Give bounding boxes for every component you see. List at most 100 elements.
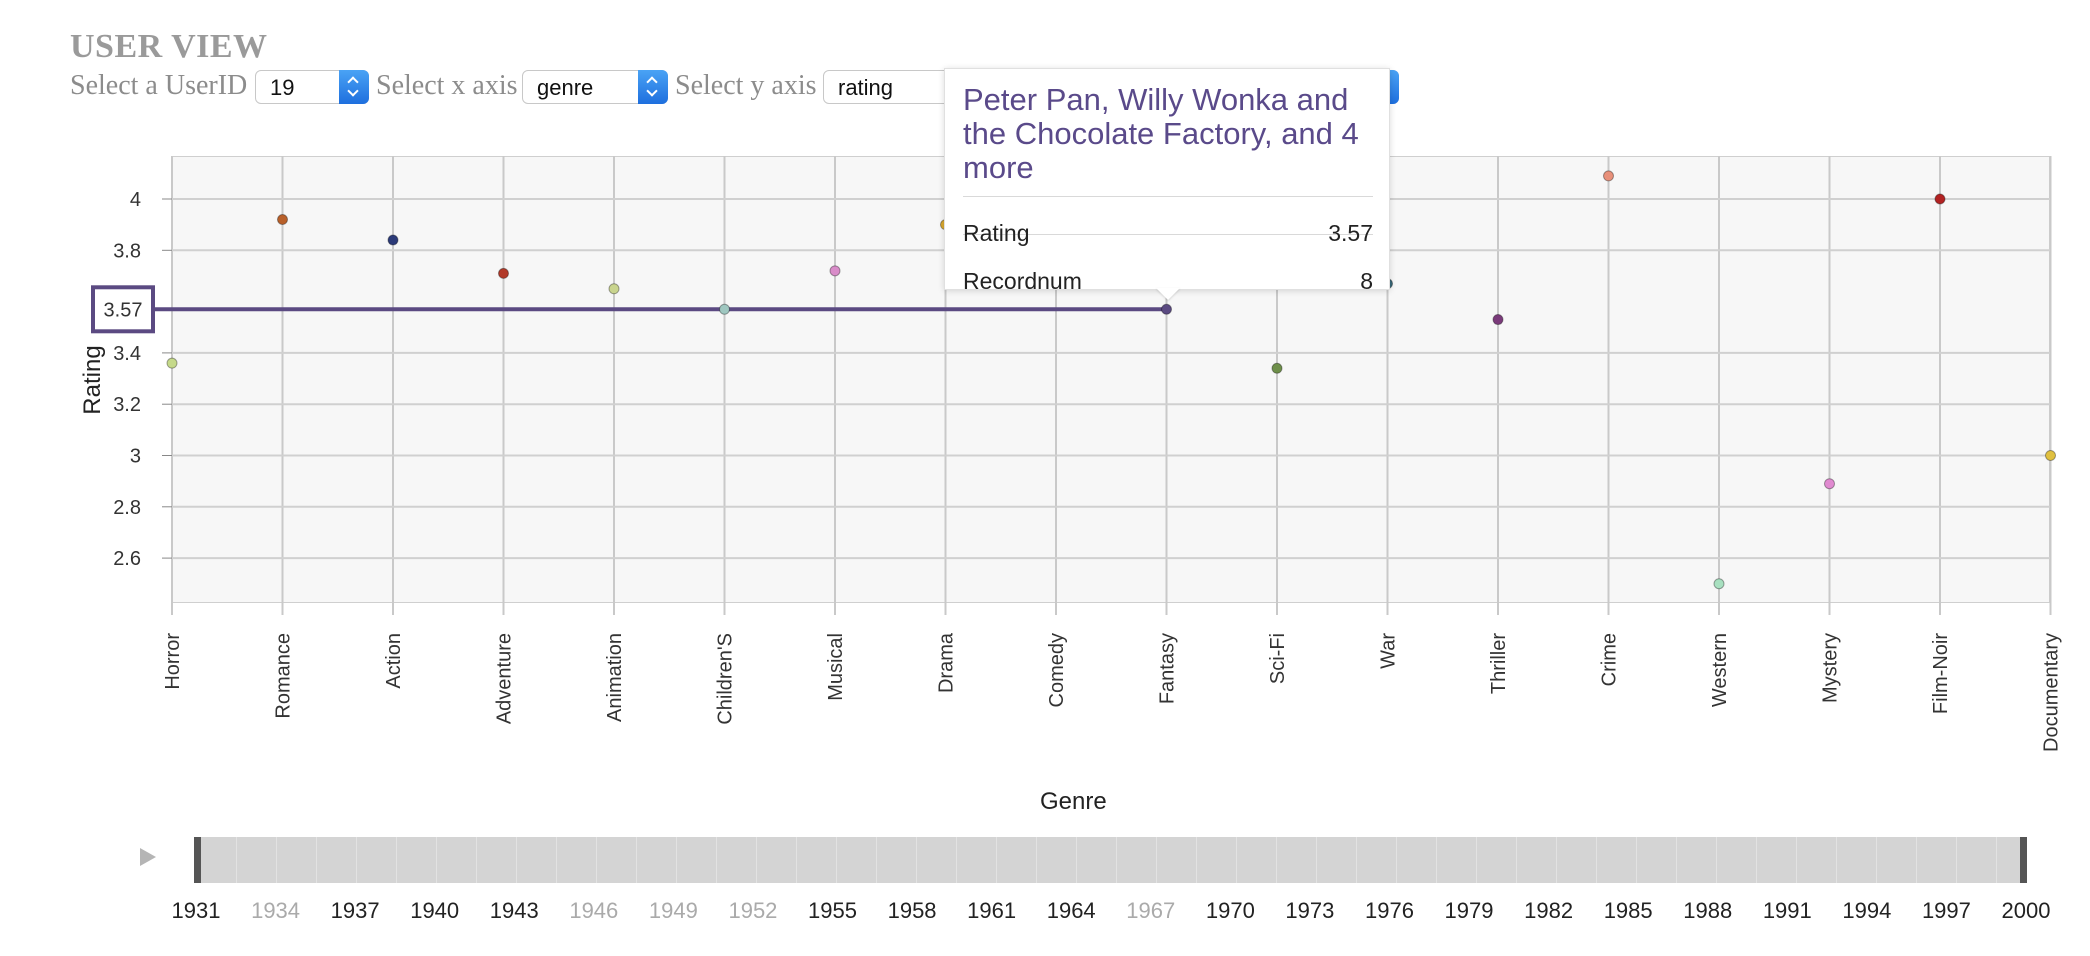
timeline-tick xyxy=(1036,837,1037,883)
range-end-handle[interactable] xyxy=(2020,837,2027,883)
y-tick-label: 2.8 xyxy=(113,497,141,519)
timeline-tick xyxy=(1956,837,1957,883)
tooltip-key: Recordnum xyxy=(963,268,1082,294)
timeline-tick xyxy=(1516,837,1517,883)
year-label: 1943 xyxy=(489,898,539,923)
timeline-tick xyxy=(956,837,957,883)
tooltip-title: Peter Pan, Willy Wonka and the Chocolate… xyxy=(963,82,1359,185)
timeline-tick xyxy=(1116,837,1117,883)
data-point[interactable] xyxy=(829,265,841,277)
timeline-tick xyxy=(1796,837,1797,883)
timeline-tick xyxy=(1316,837,1317,883)
year-label: 1949 xyxy=(648,898,698,923)
timeline-tick xyxy=(1076,837,1077,883)
data-point[interactable] xyxy=(1161,303,1172,315)
x-tick-label: Crime xyxy=(1599,633,1621,686)
data-point[interactable] xyxy=(1824,478,1835,490)
year-label: 1994 xyxy=(1842,898,1892,923)
data-point[interactable] xyxy=(1603,170,1614,182)
timeline-tick xyxy=(1996,837,1997,883)
x-tick-label: War xyxy=(1378,633,1400,669)
y-tick-label: 3.2 xyxy=(113,394,141,416)
year-label: 1952 xyxy=(728,898,778,923)
highlight-value-label: 3.57 xyxy=(104,299,143,321)
timeline-tick xyxy=(1756,837,1757,883)
y-tick-label: 4 xyxy=(130,189,141,211)
timeline-tick xyxy=(356,837,357,883)
data-point[interactable] xyxy=(1492,314,1504,326)
timeline-tick xyxy=(836,837,837,883)
timeline-tick xyxy=(1716,837,1717,883)
y-tick-label: 3.4 xyxy=(113,343,141,365)
x-tick-label: Romance xyxy=(273,633,295,719)
timeline-tick xyxy=(596,837,597,883)
year-label: 1967 xyxy=(1126,898,1176,923)
tooltip-arrow xyxy=(1156,288,1180,300)
timeline-tick xyxy=(476,837,477,883)
select-chevron-icon[interactable] xyxy=(339,70,369,104)
year-label: 1934 xyxy=(251,898,301,923)
y-axis-value: rating xyxy=(838,75,894,100)
timeline-tick xyxy=(1836,837,1837,883)
timeline-tick xyxy=(1236,837,1237,883)
year-label: 1985 xyxy=(1603,898,1653,923)
range-start-handle[interactable] xyxy=(194,837,201,883)
data-point[interactable] xyxy=(277,214,288,226)
play-icon[interactable] xyxy=(140,848,156,866)
year-label: 1991 xyxy=(1762,898,1812,923)
data-point[interactable] xyxy=(498,267,509,279)
year-label: 1982 xyxy=(1524,898,1574,923)
timeline-tick xyxy=(396,837,397,883)
year-label: 1940 xyxy=(410,898,460,923)
timeline-tick xyxy=(316,837,317,883)
year-label: 1955 xyxy=(808,898,857,923)
year-label: 1931 xyxy=(171,898,221,923)
x-tick-label: Comedy xyxy=(1046,633,1068,707)
year-range-slider[interactable] xyxy=(196,837,2026,883)
data-point[interactable] xyxy=(1271,362,1283,374)
year-label: 1979 xyxy=(1444,898,1494,923)
x-tick-label: Film-Noir xyxy=(1930,633,1952,714)
x-axis-value: genre xyxy=(537,75,594,100)
y-axis-label: Select y axis xyxy=(675,70,817,101)
year-label: 2000 xyxy=(2001,898,2051,923)
timeline-tick xyxy=(796,837,797,883)
timeline-tick xyxy=(916,837,917,883)
year-label: 1964 xyxy=(1046,898,1096,923)
x-tick-label: Horror xyxy=(162,633,184,690)
x-tick-label: Musical xyxy=(825,633,847,701)
userid-select[interactable]: 19 xyxy=(255,70,369,104)
y-axis-title: Rating xyxy=(79,345,106,414)
select-chevron-icon[interactable] xyxy=(638,70,668,104)
year-label: 1973 xyxy=(1285,898,1335,923)
data-point[interactable] xyxy=(387,234,399,246)
timeline-tick xyxy=(1636,837,1637,883)
data-point[interactable] xyxy=(2045,450,2056,461)
data-point[interactable] xyxy=(1934,193,1946,205)
x-tick-label: Children'S xyxy=(715,633,737,725)
x-axis-select[interactable]: genre xyxy=(522,70,668,104)
timeline-tick xyxy=(756,837,757,883)
timeline-tick xyxy=(636,837,637,883)
y-tick-label: 3 xyxy=(130,446,141,468)
timeline-tick xyxy=(676,837,677,883)
timeline-tick xyxy=(236,837,237,883)
x-axis-label: Select x axis xyxy=(376,70,518,101)
data-point[interactable] xyxy=(608,283,620,295)
data-point[interactable] xyxy=(1713,578,1725,590)
data-point[interactable] xyxy=(719,303,730,315)
timeline-tick xyxy=(1676,837,1677,883)
year-label: 1961 xyxy=(967,898,1017,923)
x-tick-label: Adventure xyxy=(494,633,516,724)
timeline-tick xyxy=(436,837,437,883)
data-point[interactable] xyxy=(166,357,178,369)
timeline-tick xyxy=(716,837,717,883)
timeline-tick xyxy=(276,837,277,883)
year-label: 1937 xyxy=(330,898,380,923)
x-tick-label: Sci-Fi xyxy=(1267,633,1289,684)
year-label: 1970 xyxy=(1205,898,1255,923)
timeline-tick xyxy=(1196,837,1197,883)
y-tick-label: 2.6 xyxy=(113,548,141,570)
timeline-tick xyxy=(996,837,997,883)
userid-label: Select a UserID xyxy=(70,70,248,101)
